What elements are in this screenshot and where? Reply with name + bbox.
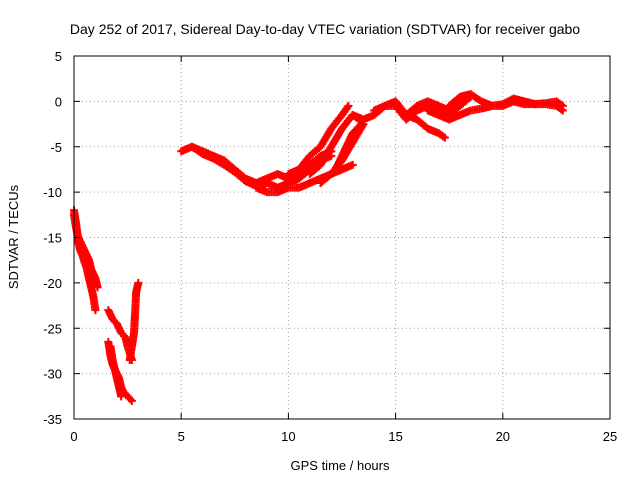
x-axis-label: GPS time / hours bbox=[291, 458, 390, 473]
x-tick-label: 15 bbox=[388, 429, 402, 444]
data-point bbox=[126, 395, 135, 404]
chart-title: Day 252 of 2017, Sidereal Day-to-day VTE… bbox=[70, 21, 580, 37]
y-tick-label: 5 bbox=[55, 49, 62, 64]
y-tick-label: -20 bbox=[43, 276, 62, 291]
data-point bbox=[348, 160, 357, 169]
y-tick-label: -25 bbox=[43, 321, 62, 336]
series-arc-m bbox=[331, 120, 366, 174]
y-tick-label: -10 bbox=[43, 185, 62, 200]
x-tick-label: 20 bbox=[496, 429, 510, 444]
series-arc-o bbox=[370, 97, 464, 119]
data-point bbox=[439, 132, 448, 141]
y-tick-label: -30 bbox=[43, 367, 62, 382]
axes: 0 5 10 15 20 25 5 0 -5 -10 -15 -20 -25 -30 -35 bbox=[43, 49, 617, 444]
x-tick-label: 0 bbox=[70, 429, 77, 444]
data-point bbox=[557, 100, 566, 109]
x-tick-label: 10 bbox=[281, 429, 295, 444]
data-point bbox=[344, 101, 353, 110]
series-arc-j bbox=[284, 101, 353, 178]
y-tick-label: 0 bbox=[55, 94, 62, 109]
x-tick-label: 5 bbox=[178, 429, 185, 444]
data-point bbox=[134, 278, 143, 287]
series-arc-e bbox=[106, 342, 126, 401]
series-arc-p bbox=[402, 110, 449, 142]
data-point bbox=[440, 133, 449, 142]
data-point bbox=[355, 121, 364, 130]
series-arc-r bbox=[445, 90, 567, 110]
y-tick-label: -5 bbox=[50, 140, 62, 155]
y-axis-label: SDTVAR / TECUs bbox=[6, 184, 21, 289]
x-tick-label: 25 bbox=[603, 429, 617, 444]
series-arc-f bbox=[125, 278, 143, 365]
data-point bbox=[343, 103, 352, 112]
y-tick-label: -15 bbox=[43, 231, 62, 246]
data-point bbox=[93, 283, 102, 292]
data-point bbox=[91, 306, 100, 315]
data-point bbox=[117, 392, 126, 401]
data-point bbox=[558, 101, 567, 110]
data-points bbox=[70, 90, 567, 405]
data-point bbox=[127, 396, 136, 405]
y-tick-label: -35 bbox=[43, 412, 62, 427]
